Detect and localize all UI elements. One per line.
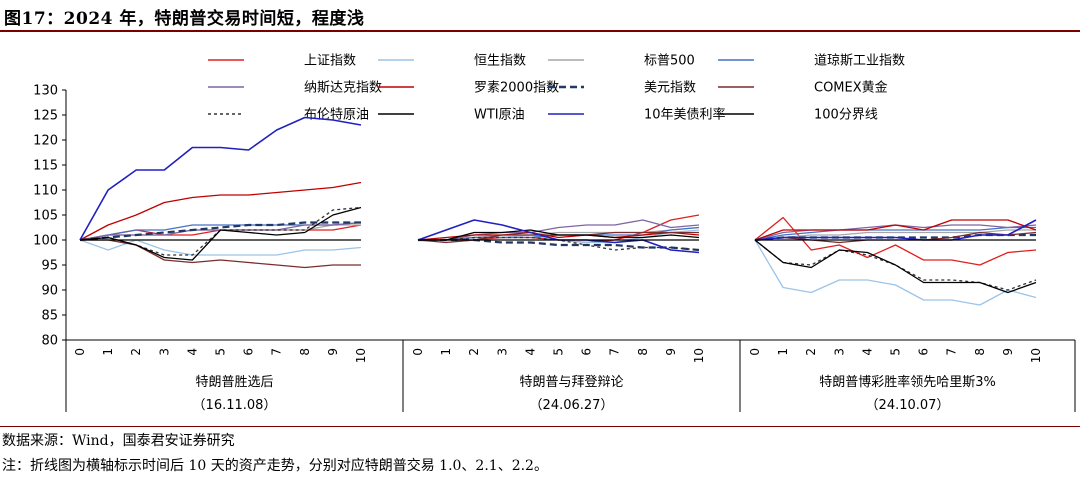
panel-label: 特朗普博彩胜率领先哈里斯3% bbox=[819, 374, 996, 390]
x-tick-label: 1 bbox=[101, 348, 115, 356]
series-line-wti bbox=[418, 229, 700, 241]
x-tick-label: 10 bbox=[354, 348, 368, 363]
series-line-ust10y bbox=[79, 116, 362, 241]
x-tick-label: 5 bbox=[214, 348, 228, 356]
legend-label-wti: WTI原油 bbox=[474, 108, 525, 123]
panel-date: （16.11.08） bbox=[193, 398, 277, 413]
x-tick-label: 0 bbox=[748, 348, 762, 356]
y-tick-label: 120 bbox=[33, 134, 58, 149]
x-tick-label: 7 bbox=[608, 348, 622, 356]
panel-label: 特朗普与拜登辩论 bbox=[519, 375, 623, 390]
legend-label-dow: 道琼斯工业指数 bbox=[814, 54, 905, 69]
x-tick-label: 4 bbox=[523, 348, 537, 356]
x-tick-label: 2 bbox=[129, 348, 143, 356]
x-tick-label: 5 bbox=[889, 348, 903, 356]
x-tick-label: 4 bbox=[860, 348, 874, 356]
x-tick-label: 0 bbox=[411, 348, 425, 356]
legend-label-nasdaq: 纳斯达克指数 bbox=[304, 81, 382, 96]
series-line-nasdaq bbox=[418, 219, 700, 241]
x-tick-label: 6 bbox=[580, 348, 594, 356]
y-tick-label: 95 bbox=[41, 259, 58, 274]
data-source-note: 数据来源：Wind，国泰君安证券研究 bbox=[2, 433, 235, 449]
chart-series bbox=[79, 116, 1037, 306]
series-line-hangseng bbox=[754, 239, 1037, 306]
y-tick-label: 125 bbox=[33, 109, 58, 124]
panel-label: 特朗普胜选后 bbox=[195, 375, 273, 390]
series-line-brent bbox=[79, 206, 362, 256]
y-tick-label: 85 bbox=[41, 309, 58, 324]
x-tick-label: 1 bbox=[776, 348, 790, 356]
panel-date: （24.10.07） bbox=[866, 398, 950, 413]
y-tick-label: 105 bbox=[33, 209, 58, 224]
y-tick-label: 130 bbox=[33, 84, 58, 99]
legend-label-sp500: 标普500 bbox=[644, 54, 695, 69]
legend-label-hangseng: 恒生指数 bbox=[474, 54, 526, 69]
x-tick-label: 7 bbox=[270, 348, 284, 356]
series-line-csi2000 bbox=[79, 181, 362, 241]
legend-label-ust10y: 10年美债利率 bbox=[644, 107, 726, 123]
x-tick-label: 9 bbox=[1001, 348, 1015, 356]
panel-date: （24.06.27） bbox=[530, 398, 614, 413]
y-tick-label: 110 bbox=[33, 184, 58, 199]
y-tick-label: 90 bbox=[41, 284, 58, 299]
y-tick-label: 100 bbox=[33, 234, 58, 249]
series-line-csi2000 bbox=[417, 231, 700, 241]
x-tick-label: 7 bbox=[945, 348, 959, 356]
legend-label-csi2000: 罗素2000指数 bbox=[474, 81, 559, 96]
y-tick-label: 80 bbox=[41, 334, 58, 349]
x-tick-label: 8 bbox=[636, 348, 650, 356]
x-tick-label: 1 bbox=[439, 348, 453, 356]
x-tick-label: 6 bbox=[242, 348, 256, 356]
x-tick-label: 4 bbox=[185, 348, 199, 356]
x-tick-label: 3 bbox=[157, 348, 171, 356]
footnote: 注：折线图为横轴标示时间后 10 天的资产走势，分别对应特朗普交易 1.0、2.… bbox=[2, 458, 548, 474]
x-tick-label: 2 bbox=[804, 348, 818, 356]
chart-panel-labels: 特朗普胜选后 （16.11.08） 特朗普与拜登辩论 （24.06.27） 特朗普博彩胜… bbox=[193, 374, 996, 413]
legend-label-dxy: 美元指数 bbox=[644, 81, 696, 96]
legend-label-line100: 100分界线 bbox=[814, 108, 878, 123]
x-tick-label: 8 bbox=[298, 348, 312, 356]
x-tick-label: 3 bbox=[832, 348, 846, 356]
x-tick-label: 2 bbox=[467, 348, 481, 356]
series-line-sp500 bbox=[754, 229, 1036, 241]
figure-title: 图17：2024 年，特朗普交易时间短，程度浅 bbox=[4, 9, 365, 29]
series-line-wti bbox=[754, 239, 1037, 294]
x-tick-label: 9 bbox=[664, 348, 678, 356]
series-line-ust10y bbox=[754, 219, 1037, 241]
y-tick-label: 115 bbox=[33, 159, 58, 174]
series-line-csi2000 bbox=[754, 219, 1037, 241]
series-line-comex_gold bbox=[80, 239, 361, 269]
series-line-wti bbox=[79, 206, 362, 261]
legend-label-shanghai: 上证指数 bbox=[304, 54, 356, 69]
x-tick-label: 6 bbox=[917, 348, 931, 356]
x-tick-label: 5 bbox=[552, 348, 566, 356]
footer-divider bbox=[0, 426, 1080, 427]
series-line-dow bbox=[754, 226, 1036, 241]
x-tick-label: 10 bbox=[1029, 348, 1043, 363]
x-tick-label: 3 bbox=[495, 348, 509, 356]
x-tick-label: 10 bbox=[692, 348, 706, 363]
x-tick-label: 0 bbox=[73, 348, 87, 356]
series-line-brent bbox=[754, 239, 1037, 291]
title-divider bbox=[0, 30, 1080, 32]
legend-label-comex_gold: COMEX黄金 bbox=[814, 80, 888, 96]
x-tick-label: 8 bbox=[973, 348, 987, 356]
x-tick-label: 9 bbox=[326, 348, 340, 356]
series-line-dxy bbox=[79, 221, 361, 242]
